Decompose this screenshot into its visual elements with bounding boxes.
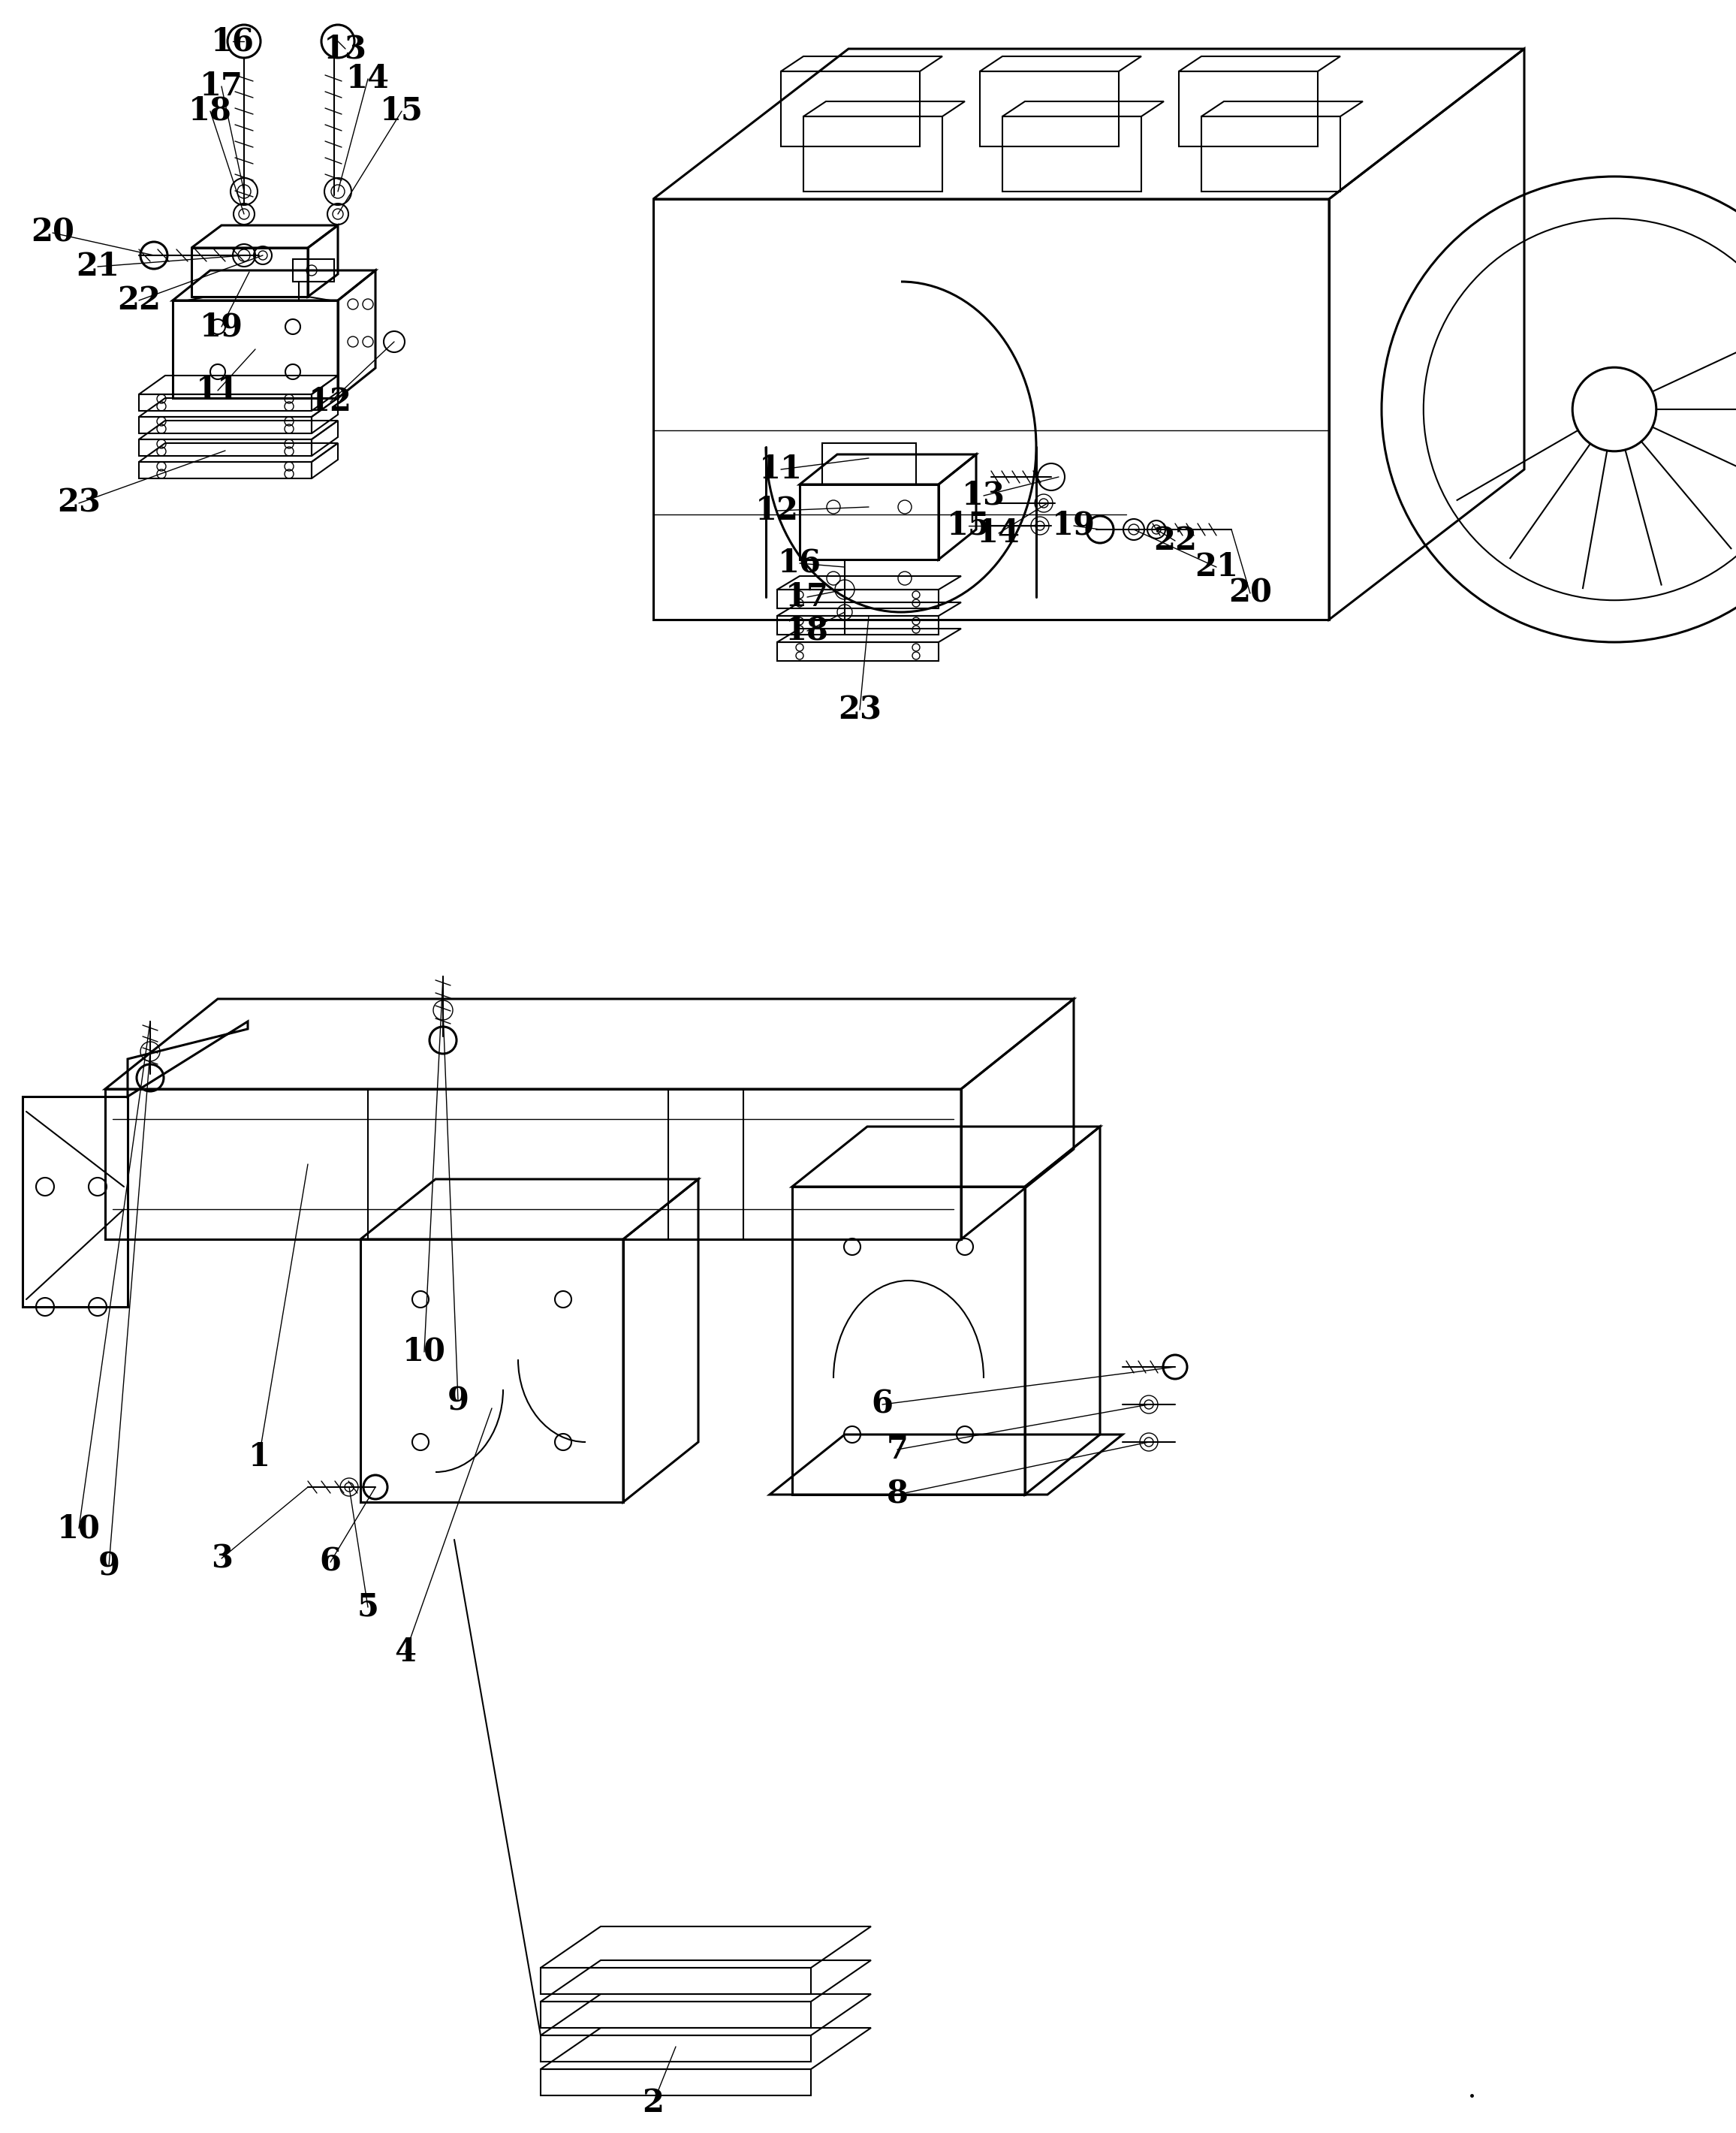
Text: 11: 11 [196, 375, 240, 405]
Text: 9: 9 [448, 1384, 469, 1416]
Text: 5: 5 [358, 1591, 378, 1623]
Text: 13: 13 [323, 32, 366, 64]
Text: 1: 1 [248, 1442, 269, 1472]
Text: 19: 19 [1052, 510, 1095, 542]
Text: 10: 10 [403, 1335, 446, 1367]
Text: 23: 23 [838, 693, 882, 725]
Text: 7: 7 [887, 1433, 908, 1465]
Text: 20: 20 [1229, 578, 1272, 610]
Text: 14: 14 [977, 518, 1021, 548]
Text: 22: 22 [116, 284, 161, 316]
Text: 16: 16 [778, 548, 821, 578]
Text: 2: 2 [642, 2088, 665, 2118]
Text: 15: 15 [946, 510, 990, 542]
Text: 4: 4 [394, 1636, 417, 1668]
Text: 17: 17 [200, 70, 243, 102]
Text: 12: 12 [309, 386, 352, 418]
Text: 12: 12 [755, 495, 799, 527]
Text: 6: 6 [319, 1546, 342, 1578]
Text: 21: 21 [76, 252, 120, 282]
Text: 23: 23 [57, 488, 101, 518]
Text: 16: 16 [212, 26, 255, 58]
Text: 22: 22 [1153, 525, 1196, 557]
Text: 17: 17 [785, 582, 828, 612]
Text: 8: 8 [887, 1478, 908, 1510]
Text: 21: 21 [1194, 550, 1238, 582]
Text: 14: 14 [345, 64, 389, 94]
Text: 10: 10 [57, 1512, 101, 1544]
Text: 19: 19 [200, 311, 243, 343]
Text: 18: 18 [189, 96, 233, 128]
Text: 3: 3 [210, 1542, 233, 1574]
Text: 20: 20 [31, 218, 75, 250]
Text: 13: 13 [962, 480, 1005, 512]
Text: 9: 9 [97, 1551, 120, 1583]
Text: 11: 11 [759, 454, 802, 484]
Text: 15: 15 [380, 96, 424, 128]
Text: 18: 18 [785, 614, 828, 646]
Text: 6: 6 [871, 1389, 892, 1421]
